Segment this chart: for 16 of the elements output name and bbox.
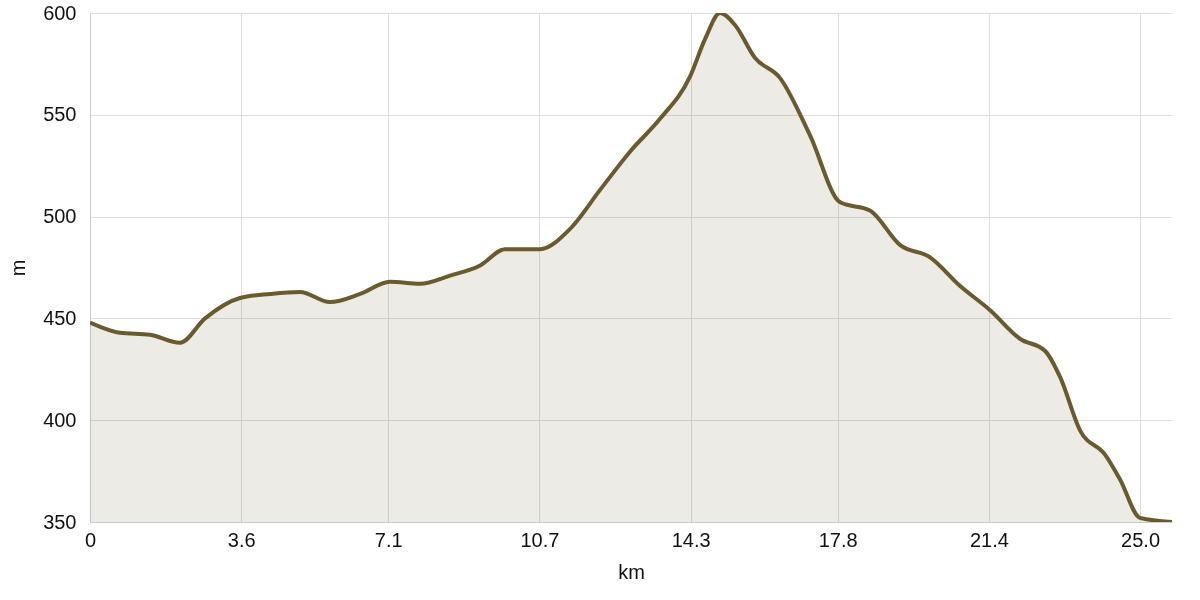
x-tick-label: 0	[84, 528, 97, 551]
y-tick-label: 500	[43, 205, 77, 228]
x-tick-label: 14.3	[671, 528, 711, 551]
y-tick-label: 450	[43, 306, 77, 329]
y-tick-label: 550	[43, 103, 77, 126]
y-tick-label: 600	[43, 1, 77, 24]
x-tick-label: 3.6	[227, 528, 256, 551]
x-tick-label: 21.4	[969, 528, 1009, 551]
x-tick-label: 10.7	[520, 528, 560, 551]
y-axis-title: m	[7, 259, 30, 277]
x-tick-label: 7.1	[374, 528, 403, 551]
y-tick-label: 400	[43, 408, 77, 431]
x-tick-label: 25.0	[1121, 528, 1161, 551]
y-tick-label: 350	[43, 510, 77, 533]
x-axis-title: km	[618, 560, 645, 583]
x-tick-label: 17.8	[818, 528, 858, 551]
